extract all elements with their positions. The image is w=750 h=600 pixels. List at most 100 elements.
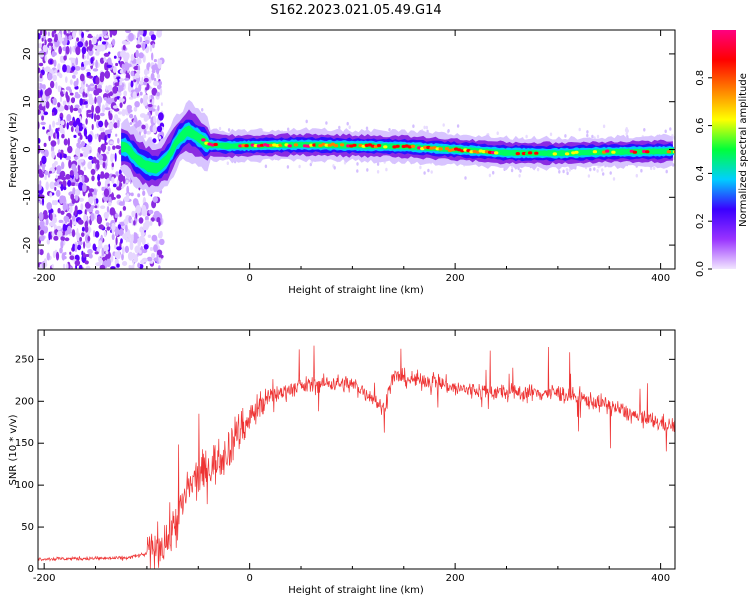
faint-speckle [366,168,369,172]
noise-speckle [55,189,61,197]
noise-speckle [147,103,153,108]
noise-speckle [123,62,130,71]
noise-speckle [143,36,147,40]
noise-speckle [128,32,134,42]
noise-speckle [55,174,58,179]
noise-speckle [117,57,120,61]
ridge-peak [592,150,598,154]
noise-speckle [47,72,53,81]
noise-speckle [135,81,138,90]
noise-speckle [146,256,153,262]
y-tick-label: 250 [15,354,34,365]
noise-speckle [56,72,62,77]
noise-speckle [60,91,64,96]
noise-speckle [111,233,115,240]
noise-speckle [133,114,137,123]
noise-speckle [149,220,153,226]
noise-speckle [39,229,45,236]
noise-speckle [97,84,102,90]
noise-speckle [42,44,48,53]
noise-speckle [63,153,67,159]
noise-speckle [132,91,137,99]
noise-speckle [114,227,120,237]
noise-speckle [76,37,80,42]
noise-speckle [41,115,45,121]
noise-speckle [79,143,83,148]
colorbar: 0.0 0.2 0.4 0.6 0.8 Normalized spectral ampl… [695,30,749,277]
noise-speckle [145,87,149,91]
spectrogram-x-axis: -200 0 200 400 [33,30,670,284]
noise-speckle [52,200,55,206]
faint-speckle [492,170,495,175]
noise-speckle [114,96,118,102]
noise-speckle [87,134,93,143]
noise-speckle [116,246,122,251]
ridge-peak [672,150,675,154]
noise-speckle [64,104,68,111]
faint-speckle [664,129,667,134]
noise-speckle [115,171,119,177]
noise-speckle [87,48,94,56]
spectrogram-y-label: Frequency (Hz) [8,112,19,188]
faint-speckle [218,126,222,131]
noise-speckle [130,53,135,61]
noise-speckle [158,112,164,121]
noise-speckle [104,107,111,111]
ridge-peak [346,144,351,148]
colorbar-tick-label: 0.6 [695,118,706,134]
noise-speckle [52,39,55,44]
noise-speckle [160,102,163,107]
noise-speckle [134,246,141,250]
noise-speckle [44,170,49,176]
spectrogram-y-axis: -20 -10 0 10 20 [22,48,675,253]
colorbar-tick-label: 0.0 [695,261,706,277]
noise-speckle [156,91,161,97]
noise-speckle [74,104,80,109]
faint-speckle [578,127,581,132]
noise-speckle [115,133,118,137]
noise-speckle [137,262,141,269]
noise-speckle [77,164,81,171]
noise-speckle [86,109,92,113]
noise-speckle [130,265,135,269]
noise-speckle [106,98,112,104]
noise-speckle [51,112,55,116]
ridge-peak [527,151,533,155]
noise-speckle [88,208,94,213]
noise-speckle [156,125,163,133]
noise-speckle [59,95,63,103]
noise-speckle [89,87,95,92]
noise-speckle [156,73,160,79]
noise-speckle [74,209,77,216]
noise-speckle [40,148,44,154]
noise-speckle [51,150,55,159]
noise-speckle [141,42,146,51]
noise-speckle [42,163,45,173]
noise-speckle [121,253,124,261]
noise-speckle [78,174,83,179]
noise-speckle [56,230,63,238]
ridge-peak [574,150,579,154]
noise-speckle [98,224,105,230]
noise-speckle [41,37,44,42]
noise-speckle [82,252,86,258]
ridge-peak [515,152,520,156]
ridge-peak [376,143,382,148]
faint-speckle [587,174,591,178]
noise-speckle [57,102,61,108]
ridge-peak [244,144,249,148]
noise-speckle [112,145,116,150]
ridge-peak [293,143,299,147]
noise-speckle [73,70,78,75]
noise-speckle [110,266,116,269]
noise-speckle [114,213,118,218]
noise-speckle [123,196,130,203]
noise-speckle [103,56,106,62]
noise-speckle [39,220,45,227]
noise-speckle [107,145,111,152]
noise-speckle [133,236,140,239]
noise-speckle [103,188,110,197]
noise-speckle [75,125,80,134]
noise-speckle [104,172,110,180]
ridge-peak [632,150,638,154]
